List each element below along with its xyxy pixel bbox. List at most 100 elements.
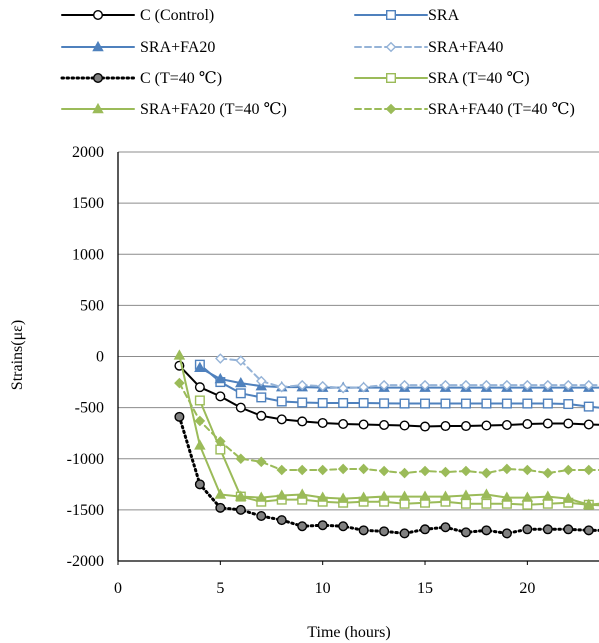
y-tick-label: -1500 xyxy=(67,502,104,519)
data-point xyxy=(235,388,246,399)
legend-item: SRA xyxy=(354,7,460,24)
legend-item: C (Control) xyxy=(61,7,214,24)
data-point xyxy=(235,355,247,366)
data-point xyxy=(419,490,431,501)
data-point xyxy=(583,525,594,536)
legend-swatch-marker xyxy=(385,103,397,115)
data-point xyxy=(338,418,349,429)
data-point xyxy=(378,490,390,501)
data-point xyxy=(583,498,595,509)
data-point xyxy=(358,525,369,536)
data-point xyxy=(256,392,267,403)
legend-swatch-marker xyxy=(92,40,104,52)
data-point xyxy=(235,402,246,413)
data-point xyxy=(338,521,349,532)
data-point xyxy=(378,465,390,477)
data-point xyxy=(235,504,246,515)
data-point xyxy=(379,526,390,537)
plot-area xyxy=(173,349,599,539)
y-tick-label: 1000 xyxy=(72,246,104,263)
data-point xyxy=(215,391,226,402)
data-point xyxy=(542,418,553,429)
axes: 2000 1500 1000 500 0 -500 -1000 -1500 -2000 0 5 10 1… xyxy=(67,144,599,597)
data-point xyxy=(275,489,288,500)
y-tick-label: 0 xyxy=(96,349,104,366)
legend-label: SRA+FA20 xyxy=(140,39,215,56)
data-point xyxy=(194,415,206,427)
data-point xyxy=(460,465,472,477)
data-point xyxy=(460,398,471,409)
data-point xyxy=(297,521,308,532)
series-3 xyxy=(215,353,599,394)
data-point xyxy=(194,395,205,406)
data-point xyxy=(194,479,205,490)
data-point xyxy=(420,398,431,409)
legend-item: SRA (T=40 ℃) xyxy=(354,70,530,87)
data-point xyxy=(583,419,594,430)
data-point xyxy=(583,401,594,412)
legend-swatch-marker xyxy=(385,41,397,53)
data-point xyxy=(399,379,410,391)
legend-label: SRA (T=40 ℃) xyxy=(428,70,530,87)
legend: C (Control) SRA SRA+FA20 SRA+FA40 C (T=40 ℃)… xyxy=(60,7,575,118)
data-point xyxy=(296,379,308,391)
legend-label: SRA xyxy=(428,7,460,24)
data-point xyxy=(542,379,554,391)
series-line xyxy=(178,364,599,428)
series-line xyxy=(219,357,599,390)
data-point xyxy=(399,467,410,479)
data-point xyxy=(542,524,553,535)
series-line xyxy=(178,382,599,475)
data-point xyxy=(460,421,471,432)
data-point xyxy=(522,379,533,391)
data-point xyxy=(297,416,308,427)
data-point xyxy=(276,464,288,476)
data-point xyxy=(419,465,431,477)
series-4 xyxy=(174,411,599,539)
data-point xyxy=(563,379,574,391)
data-point xyxy=(440,466,451,478)
data-point xyxy=(440,421,451,432)
series-line xyxy=(178,354,599,506)
data-point xyxy=(460,489,472,500)
legend-label: SRA+FA40 xyxy=(428,39,503,56)
data-point xyxy=(562,492,575,503)
data-point xyxy=(215,353,226,364)
data-point xyxy=(337,463,349,475)
legend-item: SRA+FA40 xyxy=(354,39,503,56)
legend-swatch-marker xyxy=(92,102,104,114)
data-point xyxy=(235,453,247,465)
data-point xyxy=(276,414,287,425)
data-point xyxy=(460,379,472,391)
data-point xyxy=(256,410,267,421)
data-point xyxy=(276,515,287,526)
data-point xyxy=(399,528,410,539)
data-point xyxy=(256,511,267,522)
data-point xyxy=(235,490,247,501)
data-point xyxy=(542,467,554,479)
data-point xyxy=(358,398,369,409)
data-point xyxy=(440,522,451,533)
data-point xyxy=(337,492,349,503)
data-point xyxy=(522,524,533,535)
data-point xyxy=(542,490,554,501)
legend-swatch-marker xyxy=(92,9,103,21)
data-point xyxy=(194,439,206,450)
data-point xyxy=(317,398,328,409)
data-point xyxy=(379,420,390,431)
data-point xyxy=(297,397,308,408)
data-point xyxy=(255,491,268,502)
series-0 xyxy=(174,360,599,432)
x-axis-label: Time (hours) xyxy=(307,624,390,641)
data-point xyxy=(296,488,308,499)
data-point xyxy=(583,464,595,476)
data-point xyxy=(501,463,513,475)
grid xyxy=(118,151,599,511)
series-1 xyxy=(194,359,599,412)
legend-label: C (Control) xyxy=(140,7,214,24)
series-2 xyxy=(194,361,599,392)
y-tick-label: 1500 xyxy=(72,195,104,212)
data-point xyxy=(460,527,471,538)
data-point xyxy=(194,361,206,372)
